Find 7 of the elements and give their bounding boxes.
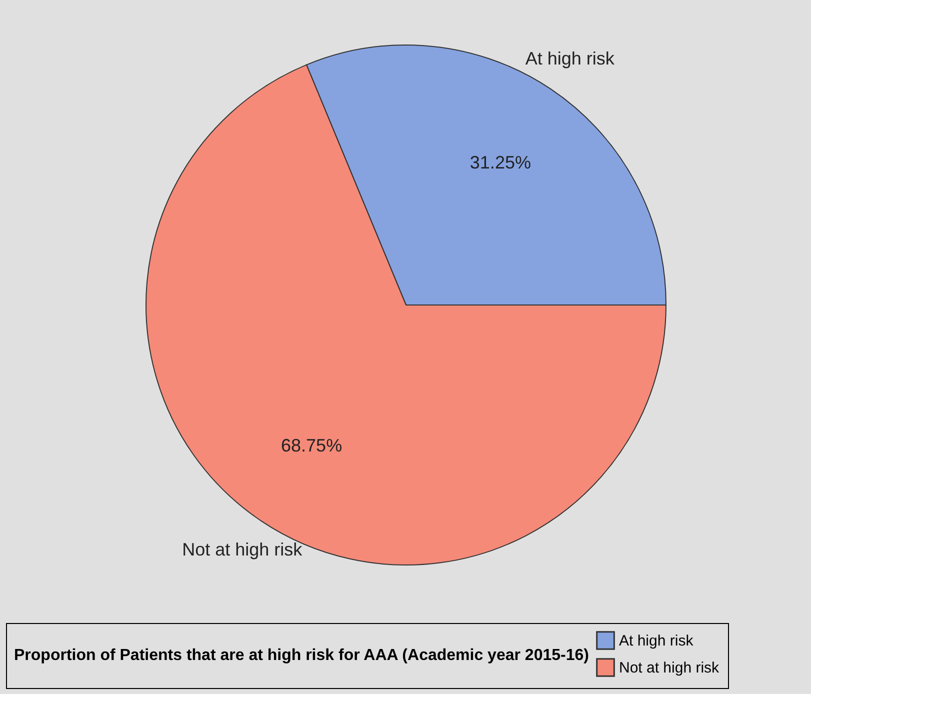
legend-label: Not at high risk: [619, 660, 720, 676]
data-label: 68.75%: [281, 435, 342, 456]
legend-label: At high risk: [619, 632, 694, 650]
slice-label: Not at high risk: [182, 539, 304, 560]
legend-title: Proportion of Patients that are at high risk for AAA (Academic year 2015-16): [14, 647, 589, 664]
slice-label: At high risk: [525, 48, 616, 69]
data-label: 31.25%: [470, 152, 531, 173]
